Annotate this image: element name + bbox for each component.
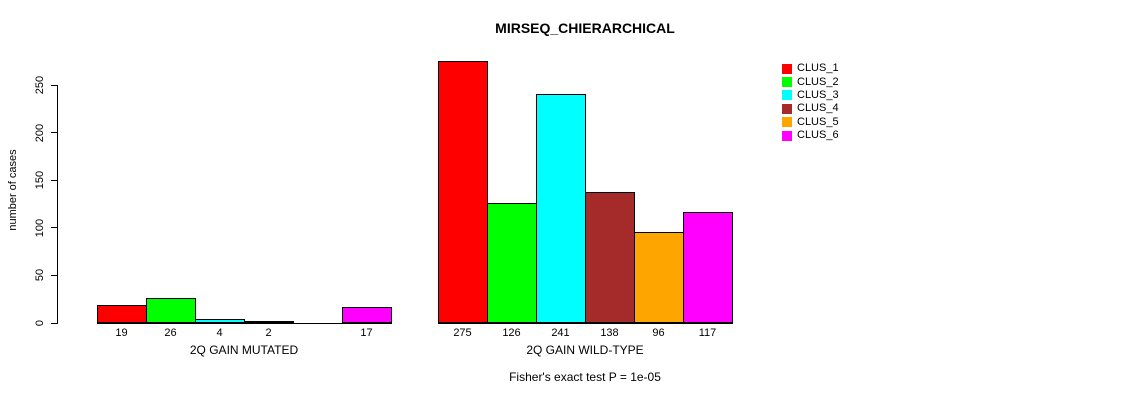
y-tick-label: 150 — [34, 171, 46, 190]
bar-value-label: 138 — [600, 327, 619, 339]
legend-swatch-clus_4 — [782, 103, 792, 114]
bar-value-label: 126 — [502, 327, 521, 339]
y-axis-line — [57, 85, 58, 324]
legend-label: CLUS_2 — [797, 75, 839, 88]
bar-value-label: 241 — [551, 327, 570, 339]
y-axis-tick — [51, 322, 57, 324]
y-tick-label: 100 — [34, 218, 46, 237]
legend-label: CLUS_6 — [797, 129, 839, 142]
y-tick-label: 50 — [34, 269, 46, 282]
bar-clus_1-mutated — [97, 305, 147, 323]
bar-value-label: 4 — [216, 327, 223, 339]
y-axis-tick — [51, 132, 57, 134]
y-tick-label: 250 — [34, 75, 46, 95]
x-group-label-wildtype: 2Q GAIN WILD-TYPE — [526, 343, 644, 357]
bar-clus_1-wildtype — [438, 61, 488, 323]
x-group-label-mutated: 2Q GAIN MUTATED — [189, 343, 299, 357]
legend: CLUS_1 CLUS_2 CLUS_3 CLUS_4 CLUS_5 CLUS_6 — [782, 62, 839, 142]
bar-clus_6-mutated — [342, 307, 392, 323]
legend-item-clus_6: CLUS_6 — [782, 129, 839, 142]
bar-clus_4-wildtype — [585, 192, 635, 323]
group-baseline — [438, 323, 733, 324]
legend-swatch-clus_2 — [782, 77, 792, 88]
fisher-test-annotation: Fisher's exact test P = 1e-05 — [509, 370, 661, 384]
legend-item-clus_2: CLUS_2 — [782, 75, 839, 88]
y-axis-tick — [51, 84, 57, 86]
legend-swatch-clus_1 — [782, 63, 792, 74]
bar-value-label: 96 — [652, 327, 665, 339]
legend-swatch-clus_5 — [782, 117, 792, 128]
legend-item-clus_1: CLUS_1 — [782, 62, 839, 75]
legend-item-clus_5: CLUS_5 — [782, 116, 839, 129]
legend-label: CLUS_3 — [797, 88, 839, 101]
bar-clus_3-wildtype — [536, 94, 586, 323]
legend-item-clus_3: CLUS_3 — [782, 89, 839, 102]
bar-clus_6-wildtype — [683, 212, 733, 323]
bar-value-label: 2 — [265, 327, 272, 339]
legend-item-clus_4: CLUS_4 — [782, 102, 839, 115]
y-axis-tick — [51, 227, 57, 229]
legend-label: CLUS_4 — [797, 102, 839, 115]
legend-label: CLUS_1 — [797, 62, 839, 75]
y-axis-tick — [51, 274, 57, 276]
bar-clus_5-wildtype — [634, 232, 684, 323]
legend-swatch-clus_3 — [782, 90, 792, 101]
bar-value-label: 19 — [115, 327, 128, 339]
bar-value-label: 17 — [360, 327, 373, 339]
y-tick-label: 0 — [34, 319, 46, 327]
bar-clus_3-mutated — [195, 319, 245, 323]
bar-clus_2-wildtype — [487, 203, 537, 323]
bar-value-label: 26 — [164, 327, 177, 339]
y-axis-tick — [51, 179, 57, 181]
bar-value-label: 117 — [698, 327, 717, 339]
legend-label: CLUS_5 — [797, 115, 839, 128]
bar-clus_4-mutated — [244, 321, 294, 323]
bar-clus_2-mutated — [146, 298, 196, 323]
y-tick-label: 200 — [34, 123, 46, 142]
legend-swatch-clus_6 — [782, 130, 792, 141]
bar-value-label: 275 — [453, 327, 472, 339]
chart-title: MIRSEQ_CHIERARCHICAL — [495, 20, 675, 36]
group-baseline — [97, 323, 392, 324]
